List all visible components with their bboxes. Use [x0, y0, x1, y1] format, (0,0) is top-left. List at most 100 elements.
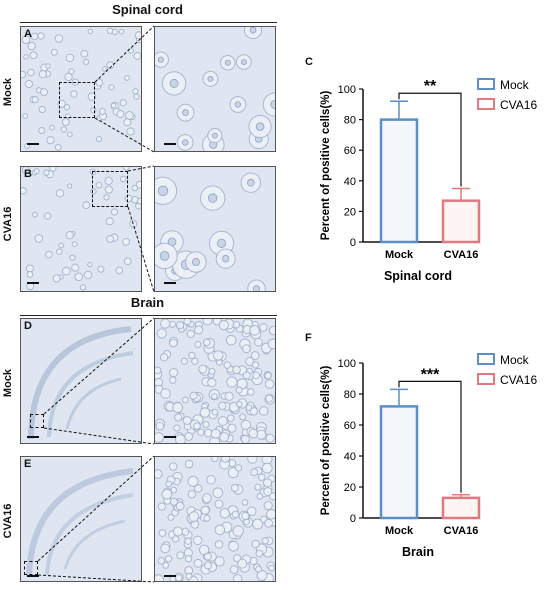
inset-box-d — [30, 414, 44, 428]
tissue-cell — [136, 197, 141, 205]
tissue-cell — [267, 338, 275, 350]
tissue-cell — [157, 557, 166, 565]
tissue-cell — [175, 321, 185, 330]
tissue-cell — [21, 187, 27, 195]
hippocampus-texture — [26, 468, 134, 578]
tissue-cell — [262, 478, 273, 488]
tissue-cell — [184, 537, 192, 545]
tissue-cell — [38, 105, 46, 114]
tissue-cell — [63, 104, 71, 111]
tissue-cell — [218, 319, 229, 331]
tissue-nucleus — [221, 254, 230, 263]
tissue-cell — [187, 475, 199, 487]
tissue-cell — [246, 388, 255, 396]
tissue-cell — [60, 126, 68, 133]
legend-swatch-mock — [477, 78, 495, 90]
y-tick-label: 0 — [350, 513, 356, 525]
tissue-cell — [194, 484, 203, 493]
tissue-nucleus — [157, 185, 169, 196]
tissue-cell — [220, 457, 231, 463]
y-tick-label: 100 — [338, 84, 356, 96]
tissue-cell — [67, 131, 73, 138]
y-tick-label: 40 — [344, 176, 356, 188]
tissue-cell — [264, 379, 275, 389]
y-tick-label: 100 — [338, 358, 356, 370]
tissue-cell — [255, 549, 264, 558]
scale-bar-d — [27, 436, 39, 438]
tissue-cell — [234, 464, 243, 472]
tissue-nucleus — [270, 100, 275, 109]
tissue-cell — [261, 462, 273, 474]
bar-cva16 — [441, 199, 481, 244]
tissue-cell — [268, 325, 275, 336]
tissue-cell — [184, 555, 193, 563]
tissue-cell — [66, 183, 73, 189]
tissue-cell — [203, 552, 212, 561]
tissue-cell — [123, 257, 132, 266]
tissue-cell — [29, 51, 38, 60]
tissue-cell — [174, 434, 186, 443]
scale-bar-a-zoom — [164, 143, 176, 145]
tissue-nucleus — [169, 78, 179, 88]
tissue-cell — [71, 241, 78, 248]
tissue-cell — [219, 432, 230, 443]
tissue-cell — [232, 321, 241, 329]
connector-a-top — [94, 25, 155, 83]
scale-bar-a — [27, 143, 39, 145]
panel-letter-c: C — [305, 56, 313, 68]
tissue-cell — [38, 126, 46, 135]
tissue-cell — [87, 92, 97, 101]
tissue-cell — [164, 555, 173, 563]
tissue-cell — [32, 211, 38, 218]
tissue-nucleus — [157, 56, 164, 63]
tissue-cell — [61, 266, 71, 276]
tissue-cell — [169, 320, 177, 328]
tissue-cell — [259, 323, 268, 332]
micrograph-b-overview — [20, 166, 142, 292]
tissue-cell — [95, 136, 103, 143]
tissue-cell — [232, 573, 243, 581]
tissue-cell — [231, 510, 240, 519]
tissue-cell — [248, 428, 259, 439]
tissue-cell — [257, 473, 266, 481]
panel-letter-a: A — [24, 28, 32, 40]
tissue-cell — [262, 92, 275, 117]
tissue-cell — [101, 66, 108, 72]
tissue-cell — [187, 490, 197, 499]
tissue-cell — [254, 337, 263, 347]
tissue-cell — [189, 391, 198, 400]
tissue-cell — [211, 408, 219, 416]
tissue-cell — [50, 48, 58, 56]
tissue-cell — [254, 483, 262, 491]
tissue-cell — [214, 556, 225, 567]
tissue-cell — [198, 544, 210, 556]
tissue-cell — [21, 35, 31, 45]
panel-letter-b: B — [24, 168, 32, 180]
tissue-cell — [172, 402, 184, 414]
tissue-cell — [208, 367, 216, 375]
tissue-cell — [120, 175, 127, 183]
x-axis-label: Brain — [402, 545, 434, 559]
tissue-cell — [126, 127, 135, 136]
tissue-cell — [223, 361, 232, 369]
tissue-cell — [134, 31, 141, 40]
bar-cva16 — [441, 496, 481, 520]
micrograph-a-zoom — [154, 26, 276, 152]
y-tick-label: 20 — [344, 206, 356, 218]
bar-mock — [379, 405, 419, 520]
tissue-cell — [188, 351, 196, 360]
tissue-texture — [21, 167, 141, 291]
tissue-cell — [228, 540, 239, 552]
tissue-nucleus — [207, 75, 214, 82]
tissue-cell — [232, 365, 241, 375]
tissue-texture — [21, 27, 141, 151]
tissue-cell — [98, 108, 106, 115]
tissue-cell — [95, 181, 103, 189]
tissue-cell — [162, 561, 170, 569]
y-tick-label: 0 — [350, 237, 356, 249]
tissue-cell — [240, 434, 250, 443]
tissue-cell — [202, 338, 211, 347]
tissue-cell — [176, 551, 185, 560]
tissue-cell — [181, 396, 189, 404]
tissue-cell — [69, 254, 76, 261]
